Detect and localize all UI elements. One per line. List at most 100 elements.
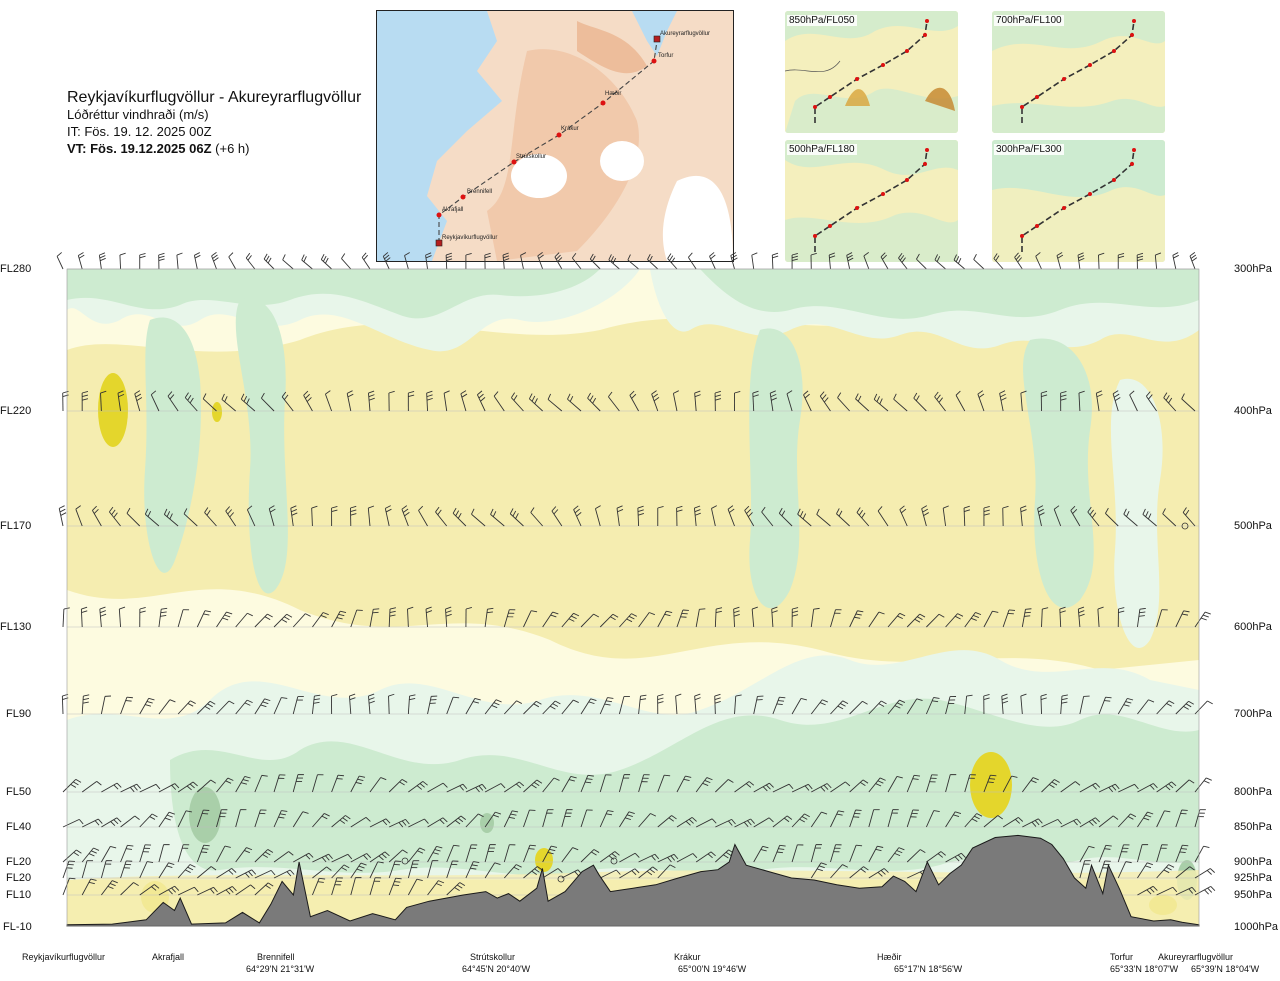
sea-west xyxy=(377,11,502,261)
hpa-label: 850hPa xyxy=(1234,821,1272,833)
wind-barb xyxy=(62,877,76,896)
waypoint-marker xyxy=(600,100,606,106)
vertical-velocity-field xyxy=(67,269,1199,926)
wind-barb xyxy=(443,390,450,412)
wind-barb xyxy=(101,782,122,793)
hpa-label: 700hPa xyxy=(1234,708,1272,720)
wind-barb xyxy=(1175,844,1189,863)
wind-barb xyxy=(887,847,905,863)
wind-barb xyxy=(273,869,295,879)
wind-barb xyxy=(638,694,647,715)
wind-barb xyxy=(730,252,738,270)
route-line xyxy=(438,40,658,243)
wind-barb xyxy=(117,390,125,412)
wind-barb xyxy=(202,393,217,412)
wind-barb xyxy=(177,609,190,628)
waypoint-label: Hæðir xyxy=(605,90,621,97)
wind-barb xyxy=(771,252,779,270)
wind-barb xyxy=(435,506,448,527)
wind-barb xyxy=(81,847,100,863)
wind-barb xyxy=(163,508,179,527)
wind-barb xyxy=(983,610,999,628)
wind-barb xyxy=(1077,252,1085,270)
wind-barb xyxy=(887,809,899,828)
wind-barb xyxy=(830,810,845,828)
wind-barb xyxy=(1136,252,1144,270)
wind-barb xyxy=(281,391,294,412)
wind-barb xyxy=(445,606,452,628)
wind-barb xyxy=(311,505,318,527)
station-name: Brennifell xyxy=(257,952,295,962)
wind-barb xyxy=(1175,700,1194,715)
wind-barb xyxy=(120,844,134,863)
wind-barb xyxy=(676,775,692,793)
wind-barb xyxy=(906,849,926,863)
waypoint-marker xyxy=(653,35,661,43)
wind-barb xyxy=(282,254,294,270)
wind-barb xyxy=(139,813,158,828)
wind-barb xyxy=(254,774,268,793)
wind-barb xyxy=(484,844,496,863)
wind-barb xyxy=(855,393,870,412)
wind-barb xyxy=(273,851,294,863)
wind-barb xyxy=(1156,609,1168,628)
wind-barb xyxy=(98,252,106,270)
wind-barb xyxy=(120,860,133,879)
wind-barb xyxy=(77,252,85,270)
wind-barb xyxy=(1137,811,1154,828)
wind-barb xyxy=(81,391,89,412)
wind-barb xyxy=(580,849,600,863)
wind-barb xyxy=(693,505,701,527)
station-label: Reykjavíkurflugvöllur xyxy=(22,951,105,963)
wind-barb xyxy=(587,392,601,412)
wind-barb xyxy=(254,869,276,879)
wind-barb xyxy=(657,853,679,863)
wind-barb xyxy=(158,862,175,879)
wind-barb xyxy=(158,885,180,896)
wind-barb xyxy=(139,253,146,270)
wind-barb xyxy=(567,393,582,412)
wind-barb xyxy=(528,393,543,412)
wind-barb xyxy=(292,774,304,793)
lead-time: (+6 h) xyxy=(215,141,250,156)
wind-barb xyxy=(1156,864,1175,879)
wind-barb xyxy=(771,606,778,628)
wind-barb xyxy=(446,783,468,793)
wind-barb xyxy=(791,253,798,270)
wind-barb xyxy=(58,505,67,527)
wind-barb xyxy=(184,392,198,412)
waypoint-marker xyxy=(435,239,443,247)
wind-barb xyxy=(638,813,657,828)
wind-barb xyxy=(425,252,432,270)
wind-barb xyxy=(254,882,274,896)
wind-barb xyxy=(1156,844,1168,863)
wind-barb xyxy=(350,816,371,828)
wind-barb xyxy=(346,390,354,412)
station-label: Brennifell 64°29'N 21°31'W xyxy=(246,951,314,975)
wind-barb xyxy=(350,609,363,628)
wind-barb xyxy=(945,696,957,715)
wind-barb xyxy=(407,390,415,412)
wind-barb xyxy=(120,815,140,828)
wind-barb xyxy=(580,774,594,793)
wind-barb xyxy=(638,853,660,863)
wind-barb xyxy=(1001,693,1009,715)
wind-barb xyxy=(751,606,758,628)
glacier-hofsjokull xyxy=(600,141,644,181)
wind-barb xyxy=(1079,860,1091,879)
wind-barb xyxy=(830,700,849,715)
wind-barb xyxy=(676,817,697,828)
wind-barb xyxy=(404,252,410,270)
wind-barb xyxy=(177,781,198,793)
wind-barb xyxy=(465,697,481,715)
wind-barb xyxy=(797,508,812,527)
wind-barb xyxy=(816,508,831,527)
wind-barb xyxy=(1137,783,1158,793)
wind-barb xyxy=(511,392,524,412)
wind-barb xyxy=(1175,866,1195,879)
station-coords: 65°39'N 18°04'W xyxy=(1191,964,1260,974)
wind-barb xyxy=(292,811,309,828)
wind-barb xyxy=(426,390,433,412)
wind-barb xyxy=(235,869,257,879)
wind-barb xyxy=(177,886,199,896)
